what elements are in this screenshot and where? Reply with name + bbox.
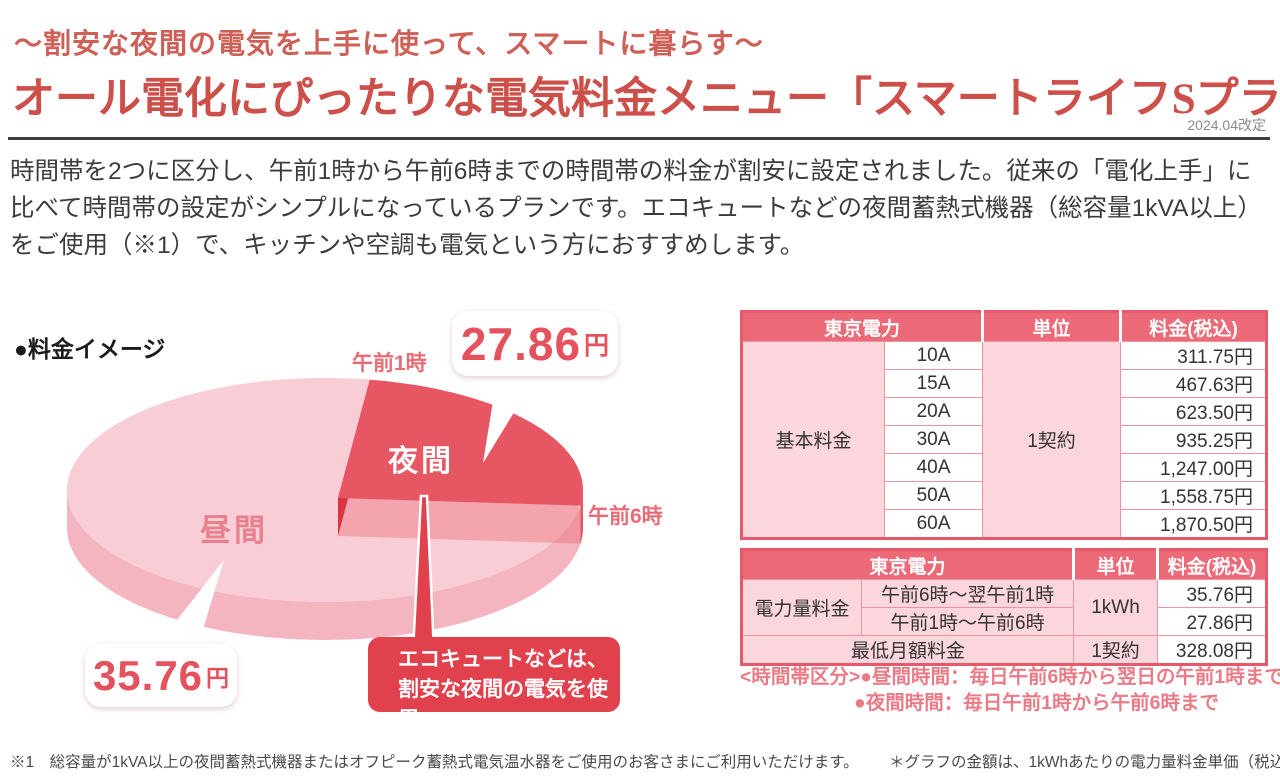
energy-row-label: 電力量料金	[741, 579, 862, 636]
label-am6: 午前6時	[588, 505, 663, 528]
energy-header-unit: 単位	[1072, 549, 1158, 580]
price-cell: 311.75円	[1120, 341, 1268, 370]
table-row: 20A 623.50円	[742, 397, 1268, 426]
table-row: 基本料金 10A 1契約 311.75円	[741, 341, 1268, 539]
price-cell: 1,558.75円	[1120, 481, 1268, 510]
basic-row-label: 基本料金	[741, 341, 885, 539]
amp-cell: 20A	[883, 397, 984, 426]
table-row: 最低月額料金 1契約 328.08円	[740, 635, 1268, 665]
label-day: 昼間	[200, 513, 268, 548]
amp-cell: 30A	[883, 425, 984, 454]
day-price-unit: 円	[206, 664, 230, 691]
label-night: 夜間	[388, 445, 454, 478]
footnote-2: ＊グラフの金額は、1kWhあたりの電力量料金単価（税込）です。	[888, 754, 1280, 771]
chart-section-title: ●料金イメージ	[14, 336, 166, 362]
price-cell: 35.76円	[1157, 579, 1268, 608]
period-cell: 午前6時～翌午前1時	[860, 579, 1075, 608]
page-title: オール電化にぴったりな電気料金メニュー「スマートライフSプラン」	[12, 76, 1280, 123]
table-row: 60A 1,870.50円	[742, 509, 1268, 539]
min-charge-unit: 1契約	[1073, 635, 1159, 665]
basic-charge-table: 東京電力 単位 料金(税込) 基本料金 10A 1契約 311.75円 15A 4…	[740, 310, 1269, 540]
eco-callout-line1: エコキュートなどは、	[398, 648, 608, 671]
price-pie-chart	[67, 370, 584, 654]
footnotes: ※1 総容量が1kVA以上の夜間蓄熱式機器またはオフピーク蓄熱式電気温水器をご使…	[10, 750, 1280, 772]
price-cell: 467.63円	[1120, 369, 1268, 398]
price-cell: 27.86円	[1157, 607, 1268, 636]
pie-night-top	[338, 379, 584, 506]
basic-header-price: 料金(税込)	[1119, 311, 1267, 342]
price-cell: 1,870.50円	[1120, 509, 1268, 539]
amp-cell: 15A	[883, 369, 984, 398]
table-row: 40A 1,247.00円	[742, 453, 1268, 482]
night-price-pointer	[483, 370, 540, 463]
table-row: 電力量料金 午前6時～翌午前1時 1kWh 35.76円	[741, 579, 1268, 636]
energy-header-provider: 東京電力	[741, 549, 1074, 580]
night-price-callout: 27.86 円	[452, 311, 618, 376]
page-subtitle: ～割安な夜間の電気を上手に使って、スマートに暮らす～	[14, 29, 764, 60]
time-band-line2: ●夜間時間：毎日午前1時から午前6時まで	[854, 692, 1219, 714]
table-row: 30A 935.25円	[742, 425, 1268, 454]
amp-cell: 50A	[883, 481, 984, 510]
amp-cell: 40A	[883, 453, 984, 482]
intro-paragraph: 時間帯を2つに区分し、午前1時から午前6時までの時間帯の料金が割安に設定されまし…	[10, 158, 1262, 259]
day-price-callout: 35.76 円	[85, 644, 237, 707]
footnote-1: ※1 総容量が1kVA以上の夜間蓄熱式機器またはオフピーク蓄熱式電気温水器をご使…	[10, 754, 859, 771]
table-row: 15A 467.63円	[742, 369, 1268, 398]
basic-header-unit: 単位	[981, 311, 1121, 342]
night-price-unit: 円	[584, 331, 610, 360]
amp-cell: 10A	[883, 341, 984, 370]
period-cell: 午前1時～午前6時	[860, 607, 1075, 636]
header-divider	[8, 137, 1270, 140]
time-band-line1: <時間帯区分>●昼間時間：毎日午前6時から翌日の午前1時まで	[740, 666, 1280, 688]
pie-night-front-wall	[580, 490, 583, 544]
night-price-value: 27.86	[460, 317, 582, 370]
price-cell: 623.50円	[1120, 397, 1268, 426]
eco-callout-line2: 割安な夜間の電気を使用	[398, 678, 608, 731]
min-charge-label: 最低月額料金	[740, 635, 1075, 665]
table-row: 午前1時～午前6時 27.86円	[742, 607, 1268, 636]
table-row: 50A 1,558.75円	[742, 481, 1268, 510]
label-am1: 午前1時	[352, 352, 427, 375]
min-charge-price: 328.08円	[1157, 635, 1268, 665]
basic-unit-value: 1契約	[982, 341, 1122, 539]
basic-header-provider: 東京電力	[741, 311, 983, 342]
energy-charge-table: 東京電力 単位 料金(税込) 電力量料金 午前6時～翌午前1時 1kWh 35.…	[740, 548, 1269, 666]
eco-callout: エコキュートなどは、 割安な夜間の電気を使用	[368, 637, 620, 731]
time-band-note: <時間帯区分>●昼間時間：毎日午前6時から翌日の午前1時まで ●夜間時間：毎日午…	[740, 664, 1280, 716]
day-price-pointer	[152, 560, 224, 652]
energy-header-price: 料金(税込)	[1156, 549, 1267, 580]
energy-unit-value: 1kWh	[1073, 579, 1159, 636]
revision-date: 2024.04改定	[1187, 117, 1266, 133]
price-cell: 1,247.00円	[1120, 453, 1268, 482]
day-price-value: 35.76	[92, 651, 204, 699]
amp-cell: 60A	[883, 509, 984, 539]
price-cell: 935.25円	[1120, 425, 1268, 454]
